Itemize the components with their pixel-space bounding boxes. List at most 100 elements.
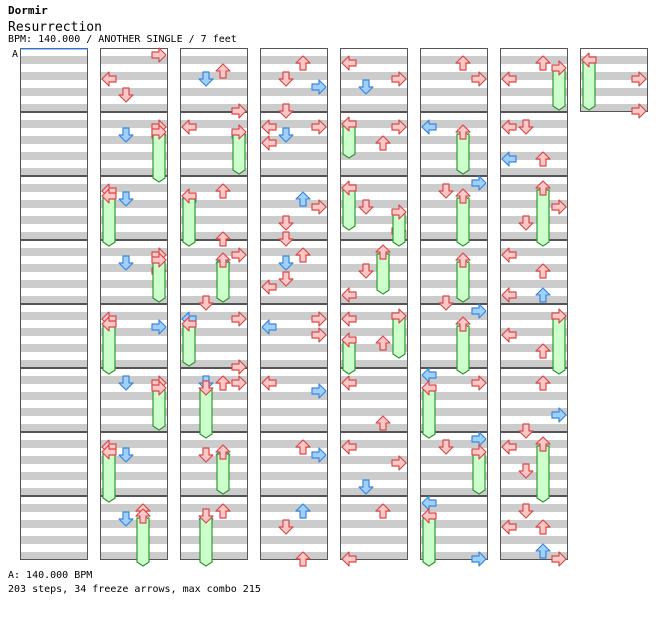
beat-stripe (260, 360, 328, 368)
step-arrow (278, 215, 294, 231)
beat-stripe (180, 88, 248, 96)
beat-stripe (500, 408, 568, 416)
beat-stripe (500, 504, 568, 512)
step-arrow (278, 71, 294, 87)
step-arrow (551, 308, 567, 324)
step-arrow (295, 551, 311, 567)
step-arrow (295, 503, 311, 519)
beat-stripe (420, 248, 488, 256)
step-arrow (551, 551, 567, 567)
beat-stripe (260, 312, 328, 320)
measure-block (20, 240, 88, 304)
freeze-arrow (582, 61, 596, 111)
measure-block (340, 496, 408, 560)
beat-stripe (420, 408, 488, 416)
freeze-arrow (152, 133, 166, 183)
freeze-arrow (182, 197, 196, 247)
step-arrow (261, 135, 277, 151)
beat-stripe (260, 280, 328, 288)
beat-stripe (580, 104, 648, 112)
step-arrow (375, 244, 391, 260)
step-arrow (358, 79, 374, 95)
freeze-arrow (199, 517, 213, 567)
measure-block (340, 368, 408, 432)
beat-stripe (100, 216, 168, 224)
beat-stripe (500, 440, 568, 448)
beat-stripe (420, 440, 488, 448)
beat-stripe (100, 120, 168, 128)
beat-stripe (340, 328, 408, 336)
step-arrow (118, 191, 134, 207)
beat-stripe (260, 296, 328, 304)
step-arrow (358, 263, 374, 279)
freeze-arrow (552, 69, 566, 111)
beat-stripe (340, 232, 408, 240)
beat-stripe (340, 120, 408, 128)
step-arrow (151, 252, 167, 268)
beat-stripe (100, 248, 168, 256)
step-arrow (341, 287, 357, 303)
freeze-arrow (392, 317, 406, 359)
beat-stripe (20, 72, 88, 80)
beat-stripe (420, 392, 488, 400)
beat-stripe (100, 88, 168, 96)
beat-stripe (500, 264, 568, 272)
beat-stripe (500, 424, 568, 432)
beat-stripe (420, 488, 488, 496)
freeze-arrow (456, 325, 470, 375)
beat-stripe (500, 248, 568, 256)
beat-stripe (340, 504, 408, 512)
beat-stripe (260, 376, 328, 384)
beat-stripe (340, 200, 408, 208)
step-arrow (581, 52, 597, 68)
step-arrow (375, 415, 391, 431)
beat-stripe (500, 200, 568, 208)
beat-stripe (260, 440, 328, 448)
beat-stripe (500, 472, 568, 480)
freeze-arrow (472, 453, 486, 495)
step-arrow (151, 124, 167, 140)
beat-stripe (100, 360, 168, 368)
beat-stripe (180, 392, 248, 400)
step-arrow (311, 79, 327, 95)
step-arrow (101, 71, 117, 87)
step-arrow (391, 119, 407, 135)
step-arrow (261, 319, 277, 335)
step-arrow (278, 127, 294, 143)
step-arrow (278, 519, 294, 535)
beat-stripe (420, 552, 488, 560)
beat-stripe (260, 152, 328, 160)
beat-stripe (340, 488, 408, 496)
beat-stripe (100, 280, 168, 288)
step-arrow (455, 55, 471, 71)
step-arrow (261, 375, 277, 391)
step-arrow (501, 71, 517, 87)
beat-stripe (340, 440, 408, 448)
beat-stripe (580, 56, 648, 64)
beat-stripe (260, 88, 328, 96)
step-arrow (535, 543, 551, 559)
measure-block (20, 176, 88, 240)
beat-stripe (420, 56, 488, 64)
step-arrow (295, 247, 311, 263)
beat-stripe (500, 184, 568, 192)
step-arrow (501, 247, 517, 263)
beat-stripe (500, 232, 568, 240)
step-arrow (295, 55, 311, 71)
freeze-arrow (216, 453, 230, 495)
beat-stripe (340, 536, 408, 544)
beat-stripe (180, 456, 248, 464)
beat-stripe (260, 56, 328, 64)
beat-stripe (420, 168, 488, 176)
beat-stripe (180, 184, 248, 192)
beat-stripe (180, 504, 248, 512)
section-marker: A (12, 49, 18, 60)
beat-stripe (180, 360, 248, 368)
step-arrow (118, 127, 134, 143)
step-arrow (455, 316, 471, 332)
beat-stripe (20, 280, 88, 288)
measure-block (340, 48, 408, 112)
beat-stripe (340, 552, 408, 560)
beat-stripe (420, 328, 488, 336)
